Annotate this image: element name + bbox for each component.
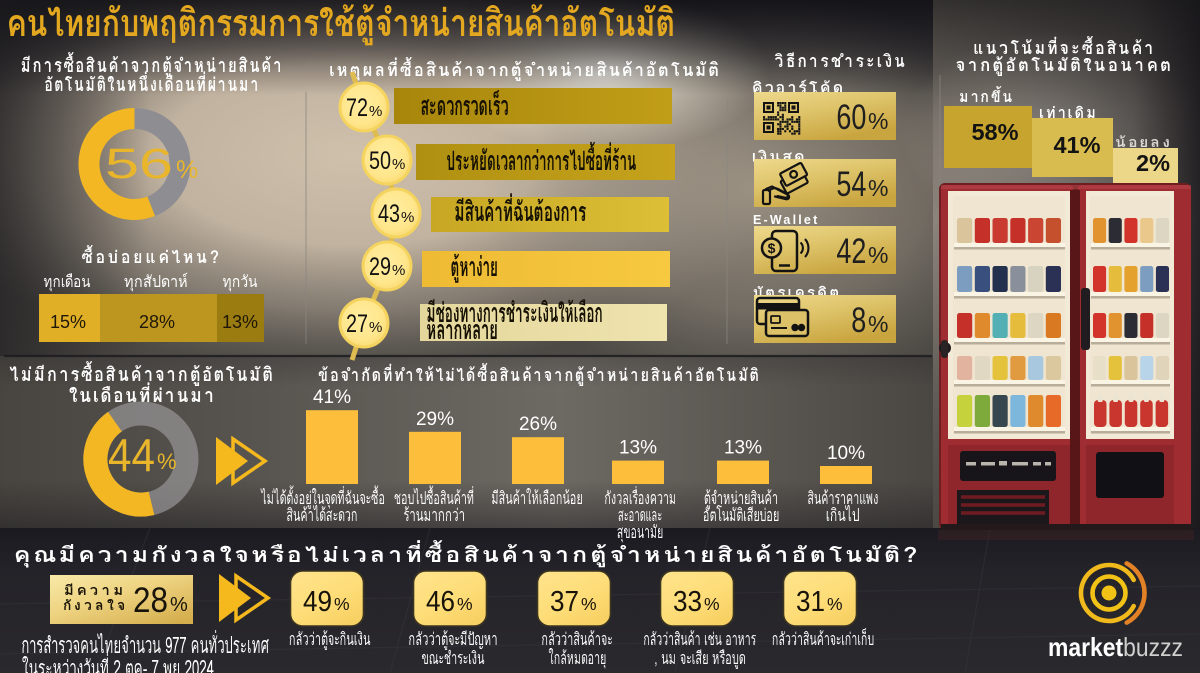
svg-text:2%: 2%	[1136, 150, 1170, 176]
svg-text:%: %	[457, 594, 473, 614]
svg-text:13%: 13%	[619, 438, 657, 459]
svg-text:43: 43	[378, 200, 400, 228]
svg-text:56: 56	[105, 140, 173, 188]
svg-text:41%: 41%	[313, 387, 351, 408]
svg-text:%: %	[581, 594, 597, 614]
svg-text:54: 54	[836, 165, 866, 204]
svg-text:31: 31	[796, 586, 825, 618]
svg-text:50: 50	[369, 147, 391, 175]
svg-text:13%: 13%	[724, 438, 762, 459]
svg-text:29: 29	[369, 253, 391, 281]
svg-text:41%: 41%	[1053, 132, 1100, 158]
svg-text:%: %	[868, 175, 888, 201]
svg-text:13%: 13%	[222, 312, 258, 332]
svg-text:%: %	[868, 311, 888, 337]
svg-text:E-Wallet: E-Wallet	[753, 213, 819, 227]
svg-text:8: 8	[851, 301, 866, 340]
svg-text:%: %	[704, 594, 720, 614]
svg-text:%: %	[369, 319, 382, 336]
svg-text:%: %	[157, 449, 177, 474]
svg-text:%: %	[401, 209, 414, 226]
svg-text:%: %	[868, 242, 888, 268]
svg-text:%: %	[176, 156, 198, 184]
svg-text:60: 60	[836, 98, 866, 137]
svg-text:49: 49	[303, 586, 332, 618]
svg-text:29%: 29%	[416, 409, 454, 430]
svg-text:28: 28	[133, 581, 168, 620]
svg-text:42: 42	[836, 232, 866, 271]
svg-text:%: %	[170, 594, 188, 616]
svg-text:33: 33	[673, 586, 702, 618]
svg-text:28%: 28%	[139, 312, 175, 332]
svg-text:%: %	[827, 594, 843, 614]
svg-text:27: 27	[346, 310, 368, 338]
svg-text:10%: 10%	[827, 443, 865, 464]
svg-text:%: %	[369, 103, 382, 120]
svg-text:37: 37	[550, 586, 579, 618]
svg-text:44: 44	[108, 429, 155, 481]
svg-text:%: %	[868, 108, 888, 134]
svg-text:58%: 58%	[971, 119, 1018, 145]
svg-text:26%: 26%	[519, 414, 557, 435]
svg-text:46: 46	[426, 586, 455, 618]
svg-text:%: %	[392, 262, 405, 279]
svg-text:%: %	[392, 156, 405, 173]
svg-text:$: $	[768, 240, 776, 256]
svg-text:15%: 15%	[50, 312, 86, 332]
svg-text:%: %	[334, 594, 350, 614]
svg-text:72: 72	[346, 94, 368, 122]
svg-text:marketbuzzz: marketbuzzz	[1048, 632, 1183, 662]
